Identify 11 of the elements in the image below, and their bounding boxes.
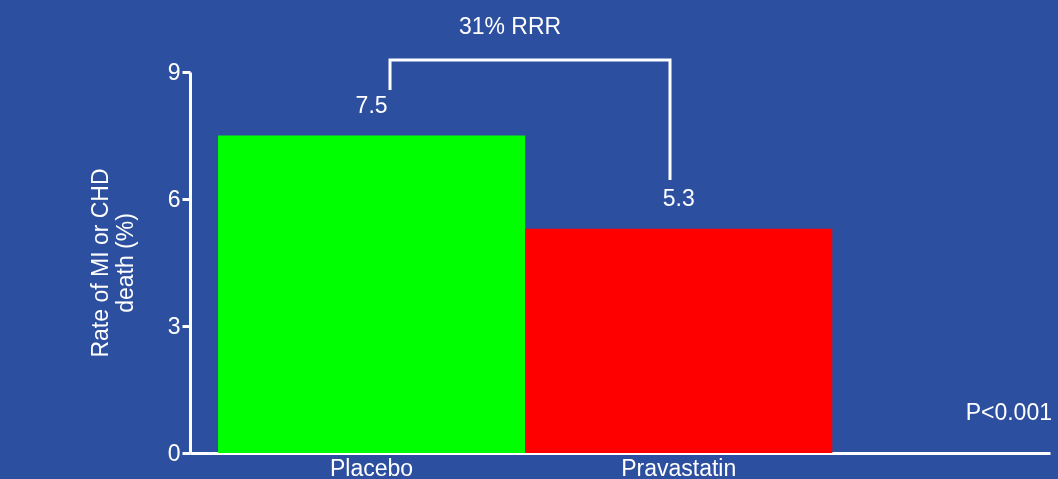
data-label: 5.3 [662,184,695,211]
data-label: 7.5 [355,91,388,118]
y-tick-label: 9 [167,58,181,85]
y-tick-label: 3 [167,312,181,339]
annotation: P<0.001 [965,399,1052,425]
x-tick-label: Placebo [330,454,414,479]
y-axis-title: Rate of MI or CHD death (%) [86,168,138,358]
text: 31% RRR [458,13,562,39]
y-tick-label: 6 [167,185,181,212]
x-tick-label: Pravastatin [621,454,737,479]
y-tick-label: 0 [167,439,181,466]
